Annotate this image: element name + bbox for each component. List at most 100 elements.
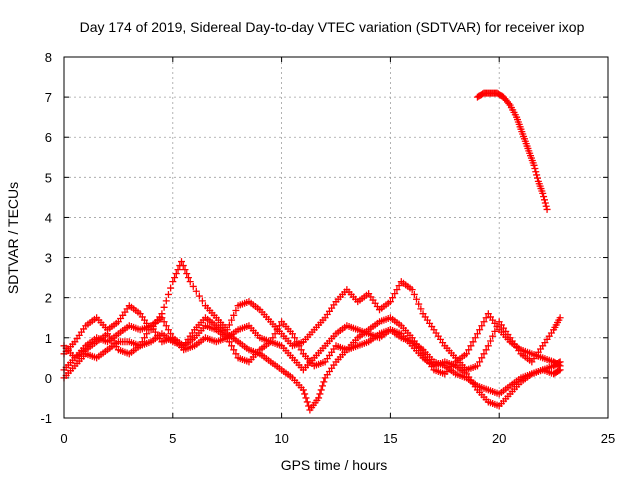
- data-point: [469, 338, 477, 346]
- data-point: [473, 330, 481, 338]
- data-point: [482, 314, 490, 322]
- y-axis-label: SDTVAR / TECUs: [5, 182, 21, 294]
- data-point: [295, 342, 303, 350]
- data-point: [531, 165, 539, 173]
- data-point: [532, 168, 540, 176]
- data-point: [299, 386, 307, 394]
- x-tick-label: 10: [274, 431, 288, 446]
- data-point: [467, 342, 475, 350]
- data-point: [482, 346, 490, 354]
- data-point: [393, 286, 401, 294]
- data-point: [271, 330, 279, 338]
- data-point: [230, 346, 238, 354]
- data-point: [184, 274, 192, 282]
- data-point: [319, 382, 327, 390]
- data-point: [164, 326, 172, 334]
- y-tick-label: -1: [40, 411, 52, 426]
- plot-frame: [63, 56, 609, 419]
- data-point: [317, 386, 325, 394]
- data-point: [172, 270, 180, 278]
- data-point: [267, 338, 275, 346]
- data-point: [395, 282, 403, 290]
- data-point: [169, 278, 177, 286]
- y-tick-label: 2: [45, 291, 52, 306]
- data-point: [301, 390, 309, 398]
- data-point: [174, 266, 182, 274]
- data-point: [463, 350, 471, 358]
- data-point: [471, 334, 479, 342]
- data-point: [480, 350, 488, 358]
- data-point: [408, 286, 416, 294]
- data-point: [476, 326, 484, 334]
- data-point: [316, 390, 324, 398]
- data-point: [302, 394, 310, 402]
- data-point: [223, 326, 231, 334]
- data-point: [232, 350, 240, 358]
- data-point: [478, 322, 486, 330]
- data-point: [192, 287, 200, 295]
- data-point: [484, 342, 492, 350]
- data-point: [164, 290, 172, 298]
- data-point: [543, 205, 551, 213]
- data-point: [189, 282, 197, 290]
- data-point: [195, 292, 203, 300]
- data-point: [162, 297, 170, 305]
- data-point: [391, 290, 399, 298]
- data-point: [225, 338, 233, 346]
- data-point: [386, 298, 394, 306]
- data-point: [555, 361, 563, 369]
- data-point: [556, 314, 564, 322]
- data-point: [273, 326, 281, 334]
- data-point: [320, 378, 328, 386]
- data-point: [230, 311, 238, 319]
- data-point: [158, 310, 166, 318]
- data-point: [542, 202, 550, 210]
- tick-labels: -1 0 1 2 3 4 5 6 7 8 0 5 10 15 20 25: [40, 50, 615, 446]
- data-point: [186, 278, 194, 286]
- x-tick-label: 15: [383, 431, 397, 446]
- data-point: [491, 327, 499, 335]
- data-point: [410, 290, 418, 298]
- y-tick-label: 4: [45, 210, 52, 225]
- data-point: [141, 334, 149, 342]
- data-point: [183, 270, 191, 278]
- data-point: [303, 398, 311, 406]
- data-point: [315, 394, 323, 402]
- data-point: [293, 338, 301, 346]
- data-point: [232, 307, 240, 315]
- y-tick-label: 5: [45, 170, 52, 185]
- y-tick-label: 6: [45, 130, 52, 145]
- data-point: [489, 332, 497, 340]
- x-tick-label: 20: [492, 431, 506, 446]
- data-point: [223, 334, 231, 342]
- data-point: [228, 342, 236, 350]
- x-tick-label: 25: [601, 431, 615, 446]
- y-tick-label: 7: [45, 90, 52, 105]
- data-point: [143, 330, 151, 338]
- data-point: [480, 318, 488, 326]
- series-track-d: [60, 310, 564, 378]
- x-axis-label: GPS time / hours: [281, 457, 388, 473]
- data-point: [478, 354, 486, 362]
- data-point: [225, 321, 233, 329]
- y-tick-label: 0: [45, 371, 52, 386]
- data-point: [198, 297, 206, 305]
- data-point: [160, 318, 168, 326]
- chart-title: Day 174 of 2019, Sidereal Day-to-day VTE…: [80, 19, 585, 35]
- y-tick-label: 1: [45, 331, 52, 346]
- data-point: [162, 322, 170, 330]
- data-point: [540, 193, 548, 201]
- x-tick-label: 0: [60, 431, 67, 446]
- y-tick-label: 3: [45, 251, 52, 266]
- data-point: [228, 316, 236, 324]
- y-tick-label: 8: [45, 50, 52, 65]
- data-point: [136, 342, 144, 350]
- data-point: [389, 294, 397, 302]
- data-point: [530, 161, 538, 169]
- data-point: [473, 362, 481, 370]
- data-point: [275, 322, 283, 330]
- data-point: [539, 189, 547, 197]
- data-point: [181, 266, 189, 274]
- data-point: [533, 174, 541, 182]
